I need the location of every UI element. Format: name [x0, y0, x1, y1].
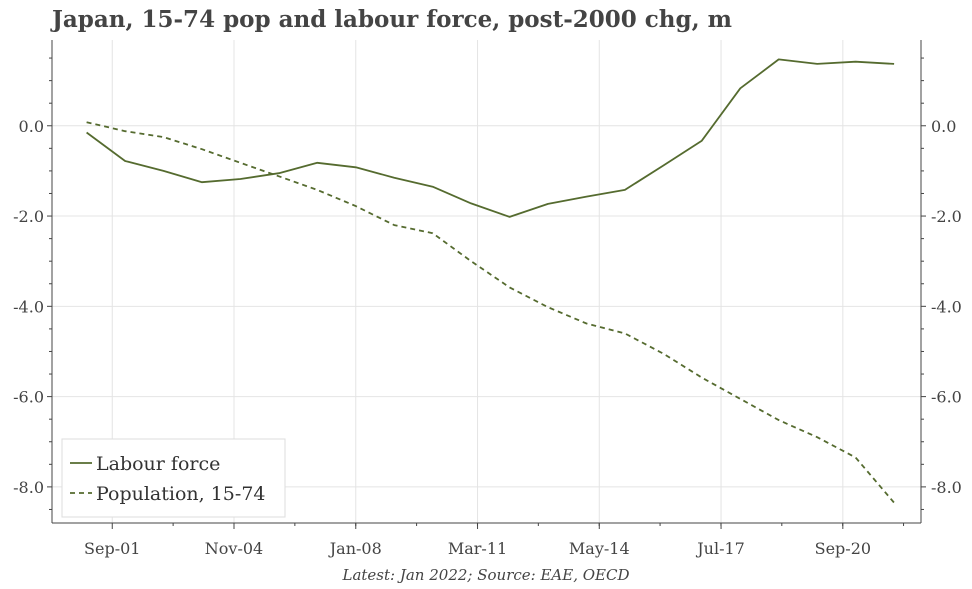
series-line-labour-force [86, 58, 895, 218]
x-tick-label: Jul-17 [695, 539, 745, 558]
y-tick-label-right: 0.0 [931, 117, 956, 136]
y-tick-label-right: -6.0 [931, 388, 962, 407]
x-tick-label: Nov-04 [205, 539, 263, 558]
y-tick-label-left: -8.0 [13, 478, 44, 497]
y-tick-label-left: -4.0 [13, 297, 44, 316]
y-tick-label-right: -4.0 [931, 297, 962, 316]
tick-labels: 0.0 0.0 -2.0 -2.0 -4.0 -4.0 -6.0 -6.0 -8.0 -8.0 Se… [13, 117, 962, 558]
x-tick-label: Jan-08 [328, 539, 382, 558]
y-tick-label-right: -2.0 [931, 207, 962, 226]
chart-title: Japan, 15-74 pop and labour force, post-… [52, 6, 732, 33]
gridlines [52, 40, 921, 523]
source-note: Latest: Jan 2022; Source: EAE, OECD [342, 566, 630, 584]
y-tick-label-left: -6.0 [13, 388, 44, 407]
axes [47, 40, 926, 529]
legend-box [61, 438, 286, 518]
series-lines [86, 58, 895, 504]
legend-label: Labour force [96, 453, 220, 475]
x-tick-label: Mar-11 [448, 539, 507, 558]
legend: Labour force Population, 15-74 [61, 438, 286, 518]
x-tick-label: Sep-20 [815, 539, 871, 558]
series-line-population-15-74 [86, 121, 895, 504]
x-tick-label: May-14 [569, 539, 630, 558]
y-tick-label-left: -2.0 [13, 207, 44, 226]
y-tick-label-left: 0.0 [19, 117, 44, 136]
y-tick-label-right: -8.0 [931, 478, 962, 497]
x-tick-label: Sep-01 [84, 539, 140, 558]
legend-label: Population, 15-74 [96, 483, 266, 505]
